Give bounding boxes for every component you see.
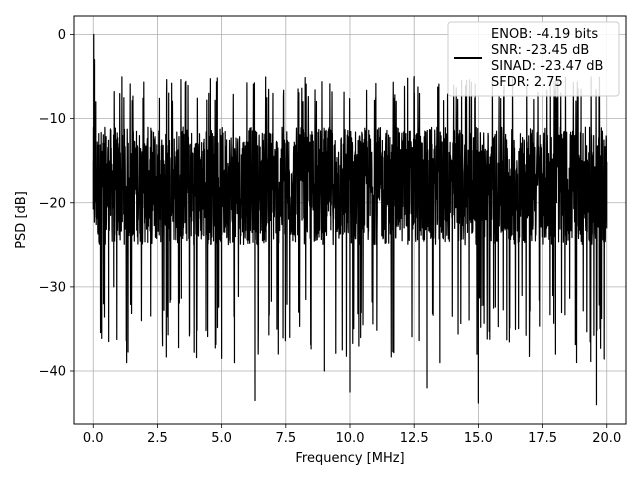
psd-trace-group [92,33,608,406]
x-tick-label: 5.0 [211,431,232,446]
x-tick-label: 20.0 [592,431,621,446]
psd-trace-line [92,33,608,406]
y-axis-ticks: 0 −10 −20 −30 −40 [39,28,74,380]
x-tick-label: 12.5 [400,431,429,446]
y-tick-label: 0 [58,28,66,43]
legend-entry-snr: SNR: -23.45 dB [491,43,589,58]
y-tick-label: −20 [39,196,66,211]
legend-box [447,21,620,97]
y-axis-label: PSD [dB] [14,191,29,249]
x-tick-label: 7.5 [275,431,296,446]
y-tick-label: −10 [39,112,66,127]
legend-entry-sinad: SINAD: -23.47 dB [491,59,603,74]
legend: ENOB: -4.19 bits SNR: -23.45 dB SINAD: -… [447,21,620,97]
x-tick-label: 17.5 [528,431,557,446]
legend-entry-sfdr: SFDR: 2.75 [491,75,563,90]
y-tick-label: −40 [39,365,66,380]
x-tick-label: 10.0 [336,431,365,446]
x-axis-label: Frequency [MHz] [295,451,404,466]
x-tick-label: 2.5 [147,431,168,446]
legend-entry-enob: ENOB: -4.19 bits [491,27,598,42]
y-tick-label: −30 [39,280,66,295]
x-tick-label: 0.0 [83,431,104,446]
x-axis-ticks: 0.0 2.5 5.0 7.5 10.0 12.5 15.0 17.5 20.0 [83,424,621,446]
x-tick-label: 15.0 [464,431,493,446]
